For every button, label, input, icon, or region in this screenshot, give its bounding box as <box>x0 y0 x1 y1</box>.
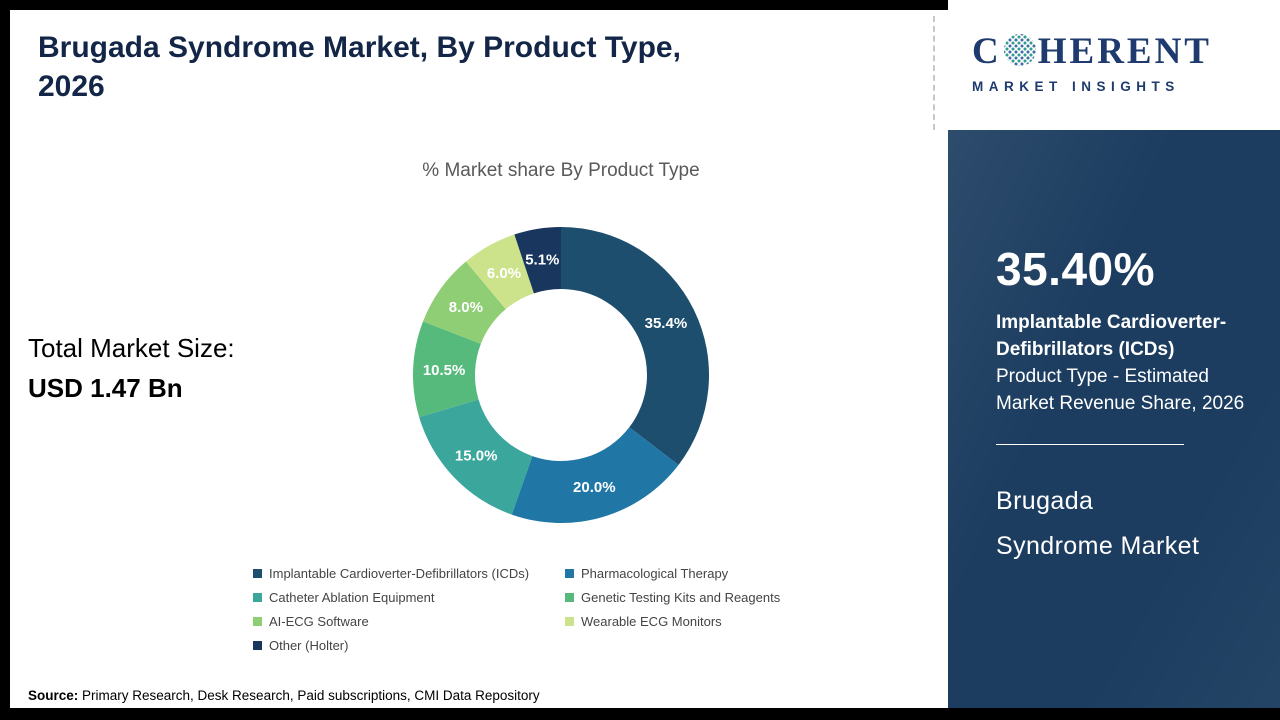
donut-segment-6 <box>465 234 534 310</box>
legend-swatch-icon <box>565 569 574 578</box>
legend-swatch-icon <box>253 593 262 602</box>
legend-swatch-icon <box>565 593 574 602</box>
source-note: Source: Primary Research, Desk Research,… <box>28 688 540 703</box>
market-name: Brugada Syndrome Market <box>996 479 1250 570</box>
logo-globe-icon <box>1003 34 1036 66</box>
legend-label: Catheter Ablation Equipment <box>269 590 435 605</box>
legend-label: Other (Holter) <box>269 638 349 653</box>
slice-label-4: 10.5% <box>423 362 466 379</box>
logo: C HERENT MARKET INSIGHTS <box>948 0 1280 130</box>
legend-label: Pharmacological Therapy <box>581 566 729 581</box>
legend-swatch-icon <box>253 617 262 626</box>
legend-item-2: Pharmacological Therapy <box>565 566 780 581</box>
legend-item-5: AI-ECG Software <box>253 614 565 629</box>
legend-label: Wearable ECG Monitors <box>581 614 722 629</box>
donut-chart: 35.4% 20.0% 15.0% 10.5% 8.0% 6.0% 5.1% <box>411 225 711 525</box>
highlight-description: Product Type - Estimated Market Revenue … <box>996 365 1245 414</box>
legend-label: Implantable Cardioverter-Defibrillators … <box>269 566 530 581</box>
logo-letter-c: C <box>972 31 1002 72</box>
slice-label-5: 8.0% <box>449 299 483 316</box>
chart-title: % Market share By Product Type <box>422 160 700 181</box>
chart-legend: Implantable Cardioverter-Defibrillators … <box>253 566 780 653</box>
page-title: Brugada Syndrome Market, By Product Type… <box>38 31 681 103</box>
sidebar-body: 35.40% Implantable Cardioverter-Defibril… <box>948 130 1280 708</box>
source-text: Primary Research, Desk Research, Paid su… <box>78 688 540 703</box>
market-name-line2: Syndrome Market <box>996 532 1200 561</box>
legend-swatch-icon <box>253 641 262 650</box>
legend-label: AI-ECG Software <box>269 614 369 629</box>
legend-label: Genetic Testing Kits and Reagents <box>581 590 781 605</box>
slice-label-1: 35.4% <box>645 315 688 332</box>
donut-segment-2 <box>511 427 679 523</box>
slice-label-7: 5.1% <box>525 252 559 269</box>
donut-segment-5 <box>423 261 506 344</box>
logo-letters-rest: HERENT <box>1037 31 1212 72</box>
slice-label-3: 15.0% <box>455 448 498 465</box>
legend-item-6: Wearable ECG Monitors <box>565 614 780 629</box>
slice-label-2: 20.0% <box>573 479 616 496</box>
legend-item-7: Other (Holter) <box>253 638 565 653</box>
legend-item-1: Implantable Cardioverter-Defibrillators … <box>253 566 565 581</box>
highlight-percentage: 35.40% <box>996 243 1156 295</box>
highlight-segment-title: Implantable Cardioverter-Defibrillators … <box>996 312 1227 360</box>
donut-segment-3 <box>419 399 533 515</box>
legend-item-4: Genetic Testing Kits and Reagents <box>565 590 780 605</box>
total-market-value: USD 1.47 Bn <box>28 373 183 404</box>
slice-label-6: 6.0% <box>487 265 521 282</box>
donut-segment-1 <box>561 227 709 465</box>
market-name-line1: Brugada <box>996 486 1094 515</box>
logo-subtitle: MARKET INSIGHTS <box>972 79 1180 94</box>
main-content: Brugada Syndrome Market, By Product Type… <box>10 10 948 708</box>
legend-swatch-icon <box>253 569 262 578</box>
sidebar: C HERENT MARKET INSIGHTS 35.40% Implantab… <box>948 0 1280 708</box>
divider-line <box>996 443 1184 445</box>
total-market-label: Total Market Size: <box>28 333 235 363</box>
legend-swatch-icon <box>565 617 574 626</box>
donut-chart-svg: 35.4% 20.0% 15.0% 10.5% 8.0%6.0%5.1% <box>413 227 709 523</box>
legend-item-3: Catheter Ablation Equipment <box>253 590 565 605</box>
logo-wordmark: C HERENT <box>972 30 1280 73</box>
header-separator <box>933 16 935 130</box>
donut-segment-7 <box>514 227 561 294</box>
total-market-block: Total Market Size: USD 1.47 Bn <box>28 328 235 409</box>
source-label: Source: <box>28 688 79 703</box>
donut-segment-4 <box>413 321 481 418</box>
